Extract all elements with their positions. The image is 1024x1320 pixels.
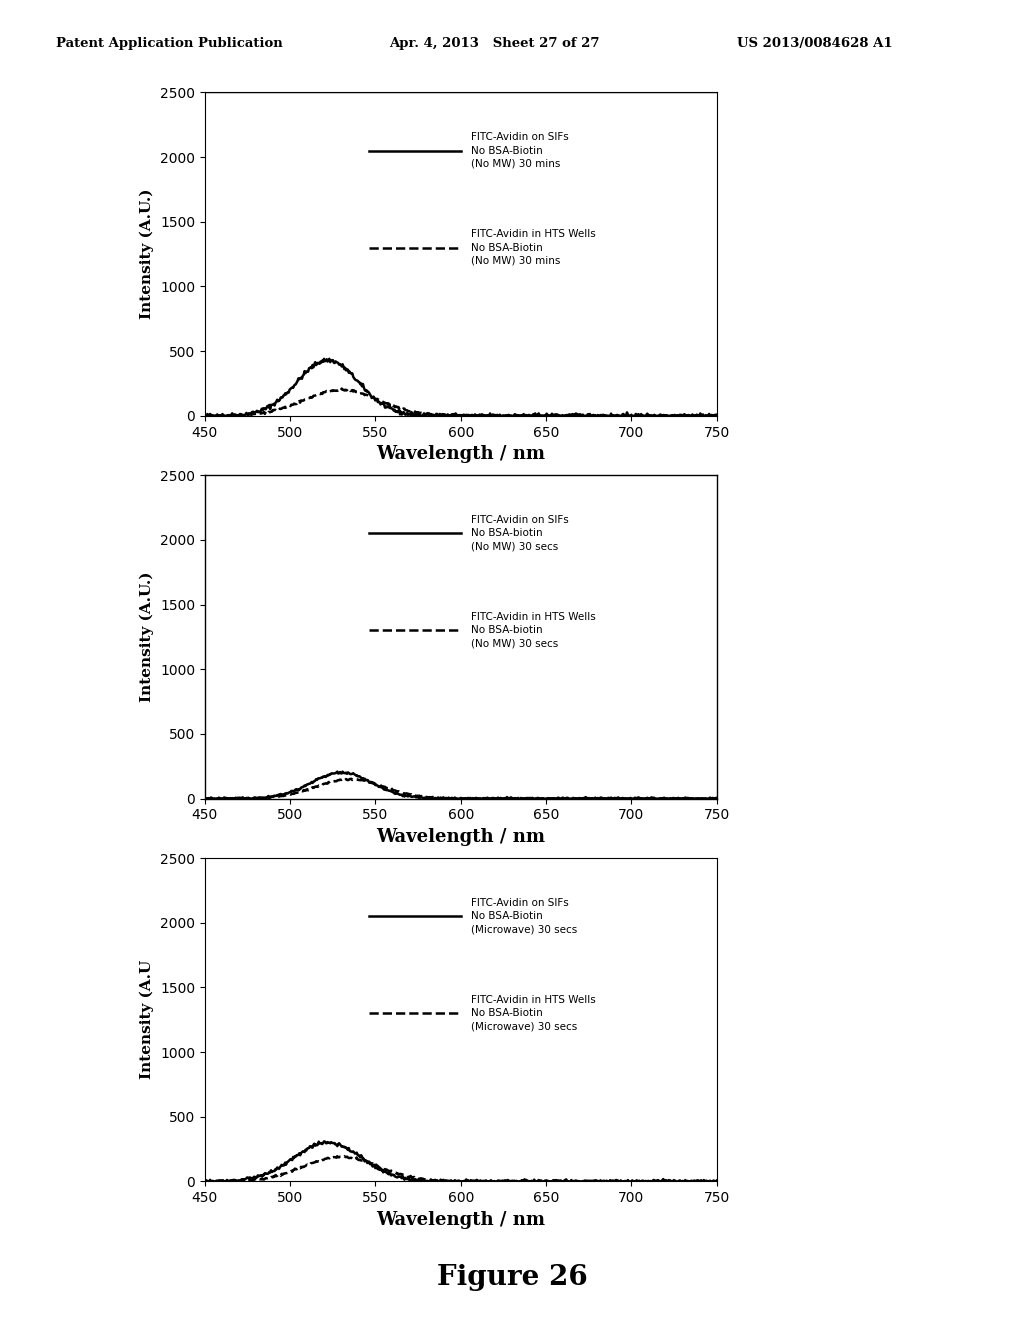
Text: Patent Application Publication: Patent Application Publication [56, 37, 283, 50]
Y-axis label: Intensity (A.U.): Intensity (A.U.) [140, 572, 155, 702]
Text: FITC-Avidin on SIFs
No BSA-biotin
(No MW) 30 secs: FITC-Avidin on SIFs No BSA-biotin (No MW… [471, 515, 568, 552]
Text: FITC-Avidin in HTS Wells
No BSA-Biotin
(No MW) 30 mins: FITC-Avidin in HTS Wells No BSA-Biotin (… [471, 230, 596, 265]
Text: US 2013/0084628 A1: US 2013/0084628 A1 [737, 37, 893, 50]
X-axis label: Wavelength / nm: Wavelength / nm [376, 1210, 546, 1229]
Text: Figure 26: Figure 26 [436, 1265, 588, 1291]
Text: Apr. 4, 2013   Sheet 27 of 27: Apr. 4, 2013 Sheet 27 of 27 [389, 37, 600, 50]
X-axis label: Wavelength / nm: Wavelength / nm [376, 828, 546, 846]
Text: FITC-Avidin in HTS Wells
No BSA-biotin
(No MW) 30 secs: FITC-Avidin in HTS Wells No BSA-biotin (… [471, 612, 596, 648]
Text: FITC-Avidin on SIFs
No BSA-Biotin
(Microwave) 30 secs: FITC-Avidin on SIFs No BSA-Biotin (Micro… [471, 898, 578, 935]
Y-axis label: Intensity (A.U: Intensity (A.U [140, 960, 155, 1080]
Text: FITC-Avidin on SIFs
No BSA-Biotin
(No MW) 30 mins: FITC-Avidin on SIFs No BSA-Biotin (No MW… [471, 132, 568, 169]
Text: FITC-Avidin in HTS Wells
No BSA-Biotin
(Microwave) 30 secs: FITC-Avidin in HTS Wells No BSA-Biotin (… [471, 995, 596, 1031]
Y-axis label: Intensity (A.U.): Intensity (A.U.) [140, 189, 155, 319]
X-axis label: Wavelength / nm: Wavelength / nm [376, 445, 546, 463]
